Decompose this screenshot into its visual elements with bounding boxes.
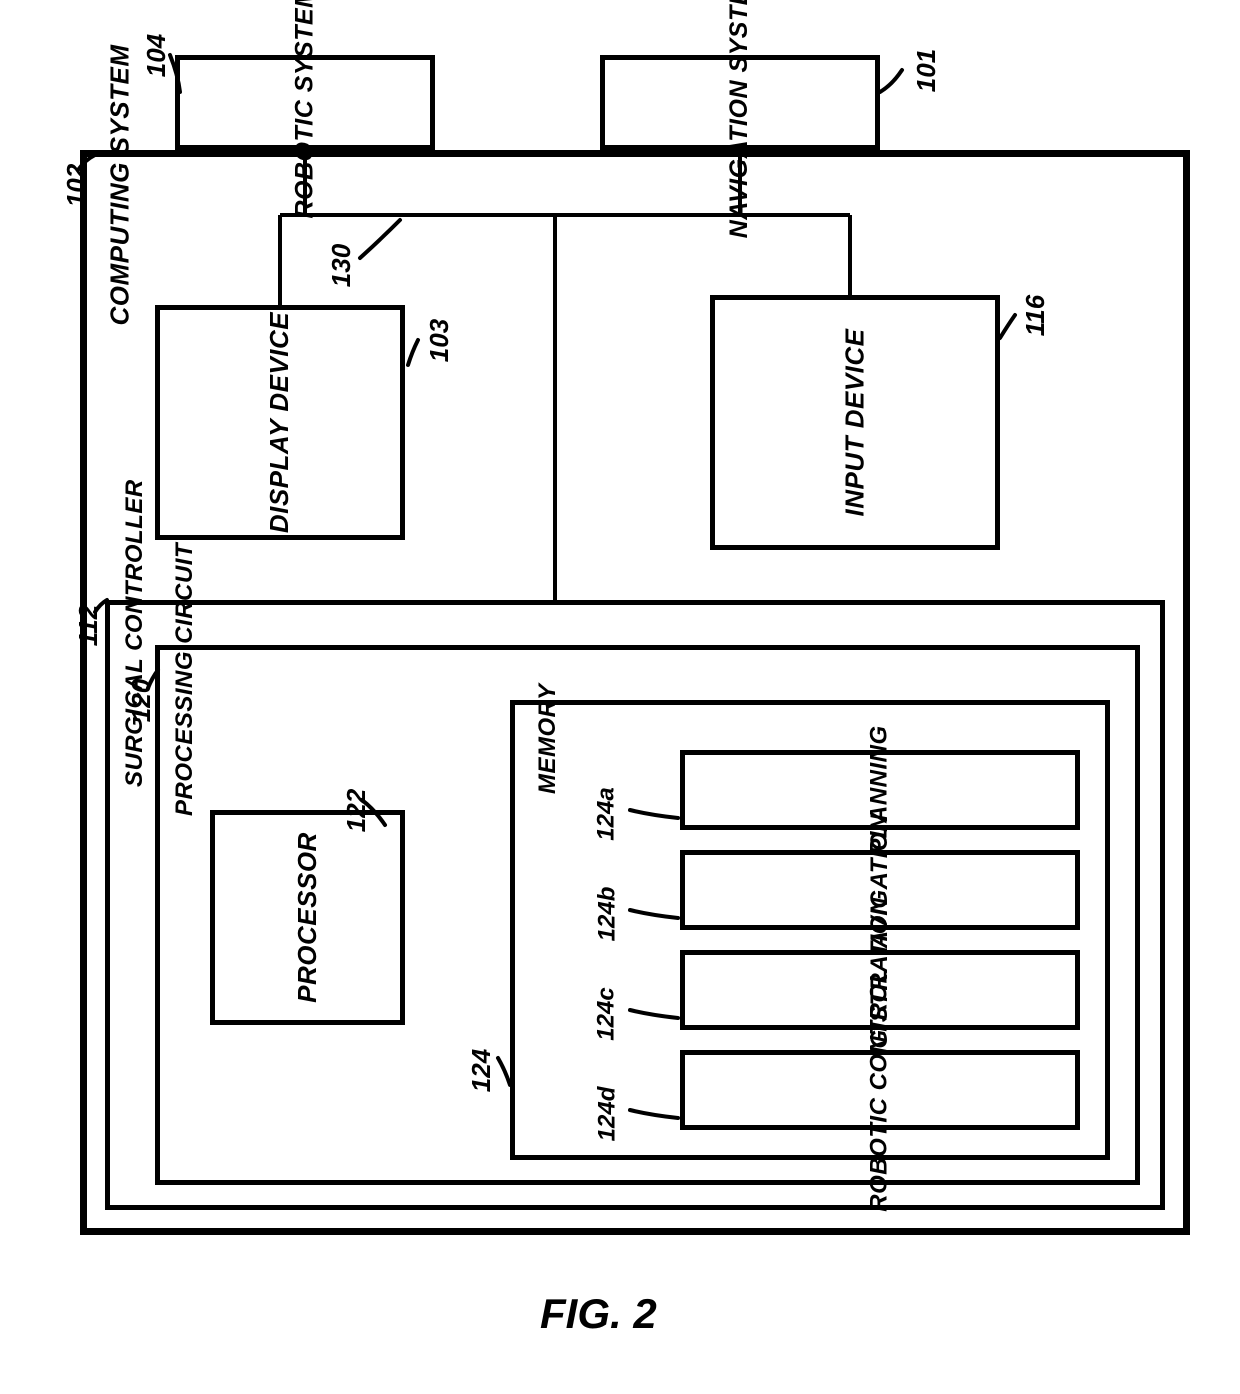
ref-124a: 124a — [593, 787, 621, 840]
navigation-system-label: NAVIGATION SYSTEM — [726, 0, 755, 238]
processor-box: PROCESSOR — [210, 810, 405, 1025]
ref-103: 103 — [424, 319, 455, 362]
robotic-system-box: ROBOTIC SYSTEM — [175, 55, 435, 150]
diagram-stage: ROBOTIC SYSTEM NAVIGATION SYSTEM COMPUTI… — [0, 0, 1240, 1394]
ref-102: 102 — [61, 164, 92, 207]
ref-124d: 124d — [593, 1087, 621, 1142]
processing-circuit-label: PROCESSING CIRCUIT — [171, 576, 199, 816]
figure-caption: FIG. 2 — [540, 1290, 657, 1338]
ref-112: 112 — [73, 605, 104, 646]
input-device-label: INPUT DEVICE — [840, 328, 871, 516]
display-device-label: DISPLAY DEVICE — [265, 312, 296, 533]
ref-116: 116 — [1020, 295, 1051, 336]
ref-124: 124 — [466, 1049, 497, 1092]
processor-label: PROCESSOR — [292, 832, 323, 1003]
computing-system-label: COMPUTING SYSTEM — [105, 106, 136, 326]
ref-130: 130 — [326, 244, 357, 287]
robotic-control-label: ROBOTIC CONTROL — [866, 968, 894, 1211]
ref-124c: 124c — [593, 987, 621, 1040]
ref-120: 120 — [126, 679, 157, 722]
robotic-system-label: ROBOTIC SYSTEM — [290, 0, 319, 219]
ref-101: 101 — [911, 49, 942, 92]
robotic-control-box: ROBOTIC CONTROL — [680, 1050, 1080, 1130]
surgical-controller-label: SURGICAL CONTROLLER — [121, 517, 149, 787]
memory-label: MEMORY — [534, 694, 562, 794]
display-device-box: DISPLAY DEVICE — [155, 305, 405, 540]
ref-122: 122 — [341, 789, 372, 832]
ref-104: 104 — [141, 34, 172, 77]
navigation-system-box: NAVIGATION SYSTEM — [600, 55, 880, 150]
input-device-box: INPUT DEVICE — [710, 295, 1000, 550]
ref-124b: 124b — [593, 887, 621, 942]
